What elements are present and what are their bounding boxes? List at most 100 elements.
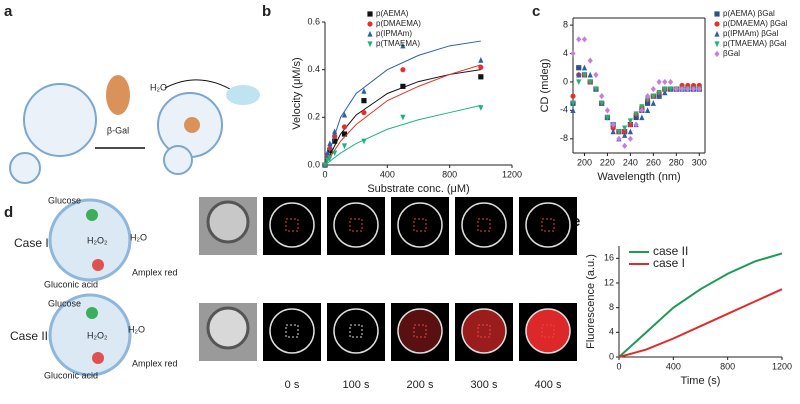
y-tick-label: 0: [609, 351, 614, 361]
point: [400, 114, 406, 121]
point: [361, 138, 367, 145]
legend-label: case I: [653, 256, 685, 270]
y-tick-label: 8: [609, 302, 614, 312]
x-tick-label: 220: [600, 157, 615, 167]
point: [587, 71, 593, 78]
point: [327, 155, 333, 161]
point: [610, 125, 616, 131]
label: Amplex red: [132, 358, 178, 368]
cell: [541, 218, 555, 232]
point: [622, 129, 628, 135]
point: [610, 121, 616, 128]
point: [478, 57, 484, 63]
y-tick-label: 4: [609, 327, 614, 337]
label: Glucose: [48, 298, 81, 308]
water-label: H₂O: [150, 82, 167, 92]
legend-marker: [367, 41, 373, 48]
time-label: 400 s: [535, 379, 562, 391]
x-tick-label: 800: [442, 169, 457, 179]
capsule: [23, 83, 97, 157]
point: [581, 36, 588, 43]
panel-label: a: [4, 3, 13, 20]
enzyme: [106, 75, 130, 115]
point: [570, 93, 576, 99]
point: [633, 121, 639, 128]
point: [656, 90, 662, 96]
label: Amplex red: [132, 267, 178, 277]
point: [633, 114, 639, 121]
capsule-image: [461, 308, 507, 354]
point: [604, 107, 611, 114]
point: [656, 93, 662, 99]
frame: [391, 197, 449, 255]
cell: [285, 324, 299, 338]
label: H₂O: [128, 324, 145, 334]
point: [327, 140, 333, 147]
legend-marker: [714, 30, 720, 37]
y-axis-label: Fluorescence (a.u.): [585, 254, 597, 349]
point: [639, 107, 645, 114]
label: Gluconic acid: [44, 370, 98, 380]
cell: [413, 324, 427, 338]
point: [570, 107, 576, 113]
cell: [285, 218, 299, 232]
point: [341, 111, 348, 118]
y-tick-label: -4: [560, 105, 568, 115]
panel-label: d: [4, 204, 13, 221]
point: [599, 93, 605, 100]
line: [324, 40, 481, 166]
capsule-image: [397, 202, 443, 248]
point: [341, 131, 348, 137]
point: [576, 71, 582, 78]
point: [570, 50, 576, 57]
legend-label: βGal: [723, 49, 740, 58]
point: [400, 83, 406, 89]
point: [662, 86, 668, 93]
point: [478, 64, 484, 70]
y-axis-label: Velocity (μM/s): [291, 57, 303, 129]
point: [650, 93, 656, 100]
point: [645, 107, 651, 113]
y-tick-label: 16: [604, 253, 614, 263]
point: [322, 162, 328, 169]
point: [599, 100, 605, 107]
diagram-d: Case I Case II Glucose Gluconic acid Amp…: [10, 195, 577, 391]
legend-label: p(AEMA) βGal: [723, 9, 775, 18]
point: [645, 93, 651, 100]
point: [650, 85, 656, 93]
point: [361, 98, 367, 104]
cell: [349, 218, 363, 232]
legend-label: p(DMAEMA) βGal: [723, 19, 787, 28]
point: [656, 78, 662, 86]
enzyme: [92, 259, 104, 271]
point: [616, 135, 622, 142]
y-tick-label: 4: [563, 48, 568, 58]
y-tick-label: 0.2: [307, 112, 320, 122]
legend-marker: [367, 30, 373, 37]
point: [633, 111, 639, 118]
legend-label: p(AEMA): [376, 9, 409, 18]
frame: [519, 197, 577, 255]
x-axis-label: Substrate conc. (μM): [367, 183, 469, 195]
point: [679, 85, 685, 93]
capsule-image: [397, 308, 443, 354]
legend-label: case II: [653, 244, 688, 258]
point: [610, 128, 616, 135]
x-axis-label: Time (s): [681, 375, 721, 387]
point: [324, 157, 330, 164]
x-tick-label: 400: [666, 361, 681, 371]
point: [667, 86, 674, 93]
point: [616, 129, 622, 135]
legend-marker: [714, 21, 720, 27]
x-tick-label: 400: [380, 169, 395, 179]
point: [639, 114, 645, 121]
label: Gluconic acid: [44, 279, 98, 289]
point: [593, 71, 599, 78]
case-label: Case I: [14, 236, 49, 250]
cell: [477, 218, 491, 232]
point: [622, 132, 628, 138]
point: [576, 79, 582, 86]
point: [332, 138, 338, 144]
legend-label: p(IPMAm): [376, 29, 412, 38]
